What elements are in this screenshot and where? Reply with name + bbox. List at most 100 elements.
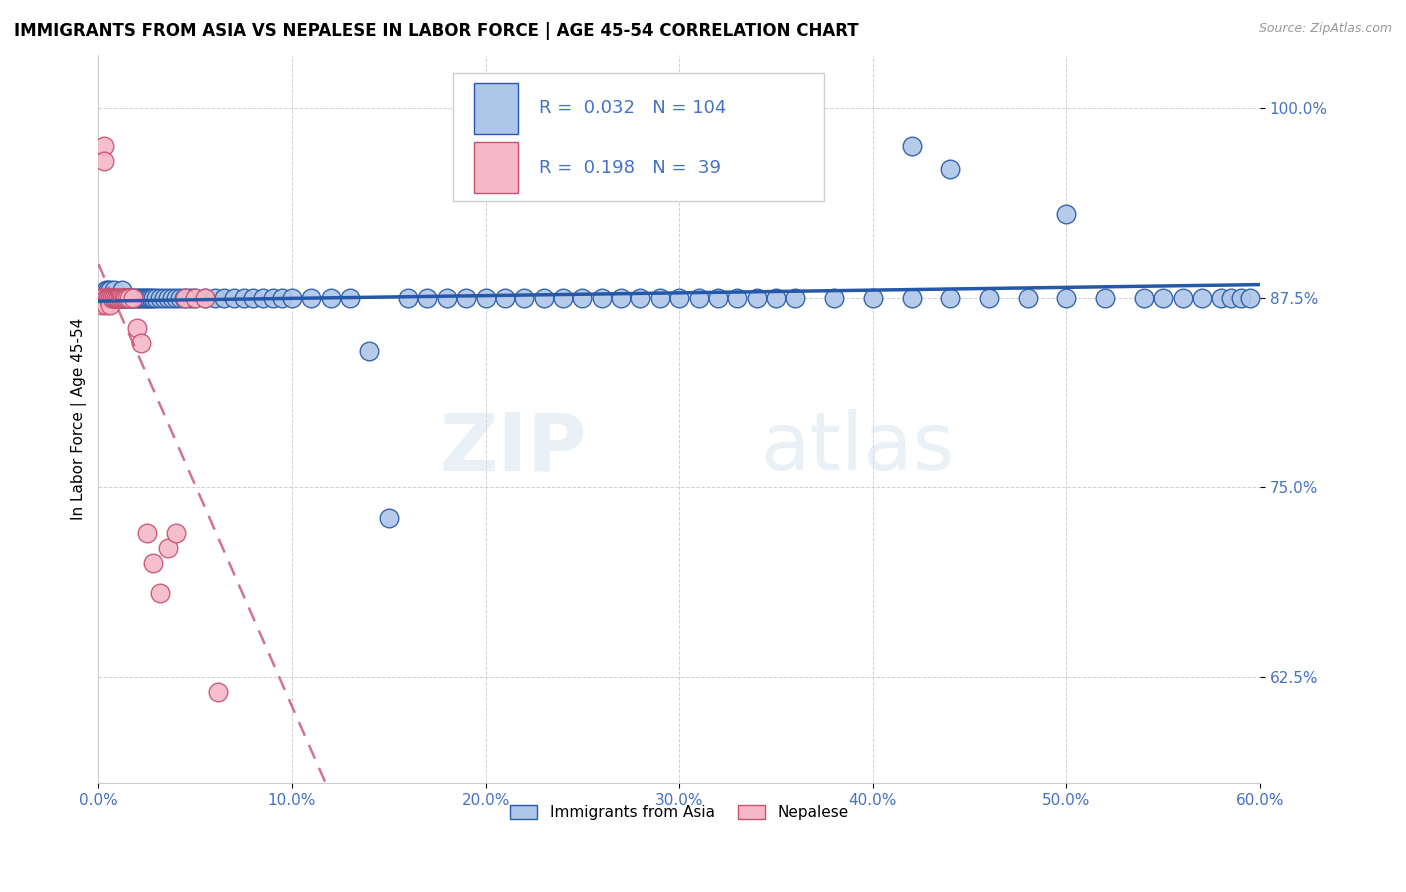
Point xyxy=(132,291,155,305)
Point xyxy=(94,298,117,312)
Point xyxy=(1017,291,1039,305)
Point xyxy=(648,291,671,305)
Point xyxy=(725,291,748,305)
Point xyxy=(591,291,613,305)
Point xyxy=(378,510,401,524)
Point xyxy=(107,291,129,305)
Text: Source: ZipAtlas.com: Source: ZipAtlas.com xyxy=(1258,22,1392,36)
Point xyxy=(139,291,162,305)
Point xyxy=(707,291,730,305)
Point xyxy=(396,291,419,305)
Point xyxy=(122,291,145,305)
Legend: Immigrants from Asia, Nepalese: Immigrants from Asia, Nepalese xyxy=(503,799,855,826)
Point xyxy=(862,291,884,305)
Point xyxy=(262,291,284,305)
Point xyxy=(93,154,115,169)
Point xyxy=(103,291,125,305)
Point xyxy=(149,291,172,305)
Point xyxy=(101,291,124,305)
Point xyxy=(94,291,117,305)
Point xyxy=(101,291,124,305)
Point xyxy=(124,291,146,305)
Point xyxy=(114,291,136,305)
Point xyxy=(157,541,180,555)
Point xyxy=(456,291,478,305)
Point xyxy=(436,291,458,305)
Point xyxy=(94,283,117,297)
Point xyxy=(571,291,593,305)
Point xyxy=(184,291,207,305)
Point xyxy=(157,291,180,305)
Point xyxy=(630,291,652,305)
Point xyxy=(165,291,187,305)
Point xyxy=(165,525,187,540)
Point xyxy=(610,291,633,305)
Point xyxy=(939,291,962,305)
Point xyxy=(823,291,845,305)
Point xyxy=(107,291,129,305)
Point xyxy=(91,291,114,305)
Point xyxy=(1191,291,1213,305)
Point xyxy=(138,291,160,305)
Point xyxy=(108,291,131,305)
Point xyxy=(1239,291,1261,305)
Point xyxy=(339,291,361,305)
Point xyxy=(271,291,294,305)
Point xyxy=(110,283,132,297)
Point xyxy=(900,139,922,153)
Point xyxy=(184,291,207,305)
Point xyxy=(1133,291,1156,305)
Point xyxy=(97,283,120,297)
Point xyxy=(474,291,496,305)
Point xyxy=(180,291,202,305)
Point xyxy=(125,291,148,305)
Point xyxy=(118,291,141,305)
Point xyxy=(117,291,139,305)
Point xyxy=(513,291,536,305)
Point xyxy=(176,291,198,305)
Point xyxy=(103,291,125,305)
Point xyxy=(533,291,555,305)
Point xyxy=(1054,291,1077,305)
Point xyxy=(745,291,768,305)
Point xyxy=(1229,291,1251,305)
Point xyxy=(145,291,167,305)
Point xyxy=(551,291,574,305)
Point xyxy=(173,291,195,305)
Point xyxy=(112,291,135,305)
Point xyxy=(101,291,124,305)
Point xyxy=(98,291,121,305)
Point xyxy=(204,291,226,305)
Point xyxy=(104,291,127,305)
Point xyxy=(97,291,120,305)
Point xyxy=(135,525,157,540)
Point xyxy=(117,291,139,305)
Point xyxy=(252,291,274,305)
FancyBboxPatch shape xyxy=(474,143,517,194)
Point xyxy=(91,291,114,305)
Point xyxy=(104,291,127,305)
Point xyxy=(107,291,129,305)
Point xyxy=(134,291,156,305)
Point xyxy=(977,291,1000,305)
Point xyxy=(939,161,962,176)
Point xyxy=(785,291,807,305)
Point xyxy=(97,291,120,305)
Point xyxy=(91,298,114,312)
Point xyxy=(120,291,142,305)
Point xyxy=(110,291,132,305)
Point xyxy=(101,291,124,305)
Point xyxy=(112,291,135,305)
Point xyxy=(108,291,131,305)
Point xyxy=(135,291,157,305)
Point xyxy=(153,291,176,305)
Point xyxy=(160,291,183,305)
Point xyxy=(1171,291,1194,305)
Point xyxy=(112,291,135,305)
Point xyxy=(104,291,127,305)
Point xyxy=(98,291,121,305)
Text: ZIP: ZIP xyxy=(439,409,586,487)
Point xyxy=(98,291,121,305)
Point xyxy=(359,343,381,358)
Point xyxy=(232,291,254,305)
